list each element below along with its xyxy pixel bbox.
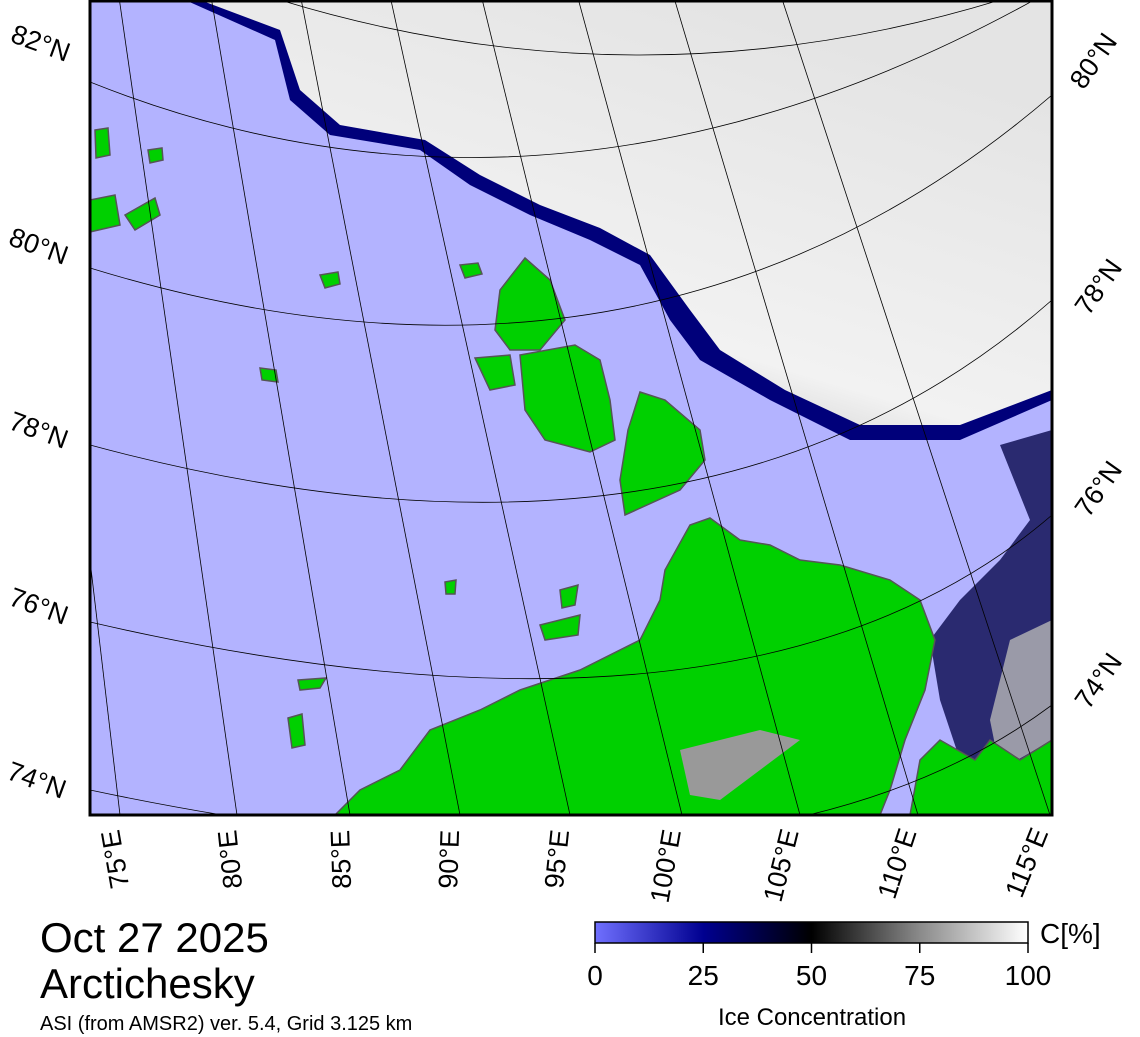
colorbar: [594, 921, 1029, 944]
isl-d: [444, 579, 457, 595]
colorbar-label: Ice Concentration: [718, 1004, 906, 1031]
lat-label: 78°N: [5, 406, 72, 455]
isl-a: [259, 367, 279, 383]
isl-e: [539, 614, 581, 641]
lon-label: 85°E: [325, 830, 357, 890]
colorbar-tick-label: 0: [587, 960, 603, 991]
lat-label: 80°N: [5, 222, 72, 271]
lon-line: [390, 0, 571, 815]
colorbar-unit: C[%]: [1040, 918, 1101, 949]
franz-josef-3: [94, 127, 111, 159]
east-coast: [909, 738, 1052, 815]
lat-label: 82°N: [7, 19, 74, 68]
lon-label: 115°E: [999, 824, 1054, 902]
isl-c: [559, 583, 579, 609]
lat-line: [90, 704, 1052, 815]
bolshevik: [619, 391, 706, 517]
lat-label: 76°N: [5, 582, 72, 631]
lake: [680, 730, 800, 800]
pioneer: [473, 354, 516, 391]
lon-label: 100°E: [645, 827, 687, 905]
lon-label: 95°E: [539, 828, 575, 890]
source: ASI (from AMSR2) ver. 5.4, Grid 3.125 km: [40, 1013, 412, 1035]
east-ice-light: [990, 620, 1052, 770]
map-frame: [88, 0, 1054, 817]
lat-line: [90, 299, 1052, 503]
lon-label: 80°E: [212, 829, 248, 891]
lon-label: 105°E: [758, 826, 805, 905]
franz-josef-2: [123, 196, 161, 232]
lon-line: [674, 0, 919, 815]
lon-label: 75°E: [95, 828, 135, 891]
ushakov: [458, 262, 483, 279]
colorbar-tick-label: 100: [1005, 960, 1052, 991]
colorbar-ticks: 0 25 50 75 100: [587, 943, 1051, 991]
lat-label: 78°N: [1069, 254, 1128, 321]
vize: [318, 271, 341, 289]
lon-line: [578, 0, 801, 815]
isl-b: [287, 713, 306, 749]
october-revolution: [519, 344, 616, 453]
lat-label: 76°N: [1069, 456, 1128, 523]
isl-f: [297, 677, 328, 691]
lat-label: 74°N: [1069, 648, 1128, 715]
region: Arctichesky: [40, 960, 255, 1007]
lon-line: [300, 0, 461, 815]
lat-line: [90, 0, 1035, 158]
lon-line: [781, 0, 1051, 815]
date: Oct 27 2025: [40, 914, 269, 961]
colorbar-tick-label: 50: [796, 960, 827, 991]
lat-label: 74°N: [3, 756, 70, 805]
lat-line: [90, 514, 1052, 680]
lat-label: 80°N: [1064, 28, 1123, 95]
lon-line: [211, 0, 351, 815]
map-area: [90, 0, 1052, 815]
lat-line: [279, 0, 1001, 56]
colorbar-tick-label: 75: [904, 960, 935, 991]
lon-line: [481, 0, 683, 815]
franz-josef-1: [90, 194, 121, 233]
lat-line: [90, 94, 1052, 326]
lon-line: [119, 0, 238, 815]
colorbar-tick-label: 25: [688, 960, 719, 991]
graticule: [90, 0, 1052, 815]
pack-ice: [200, 0, 1052, 425]
lon-label: 90°E: [433, 829, 465, 889]
franz-josef-4: [147, 147, 164, 164]
lon-label: 110°E: [872, 825, 923, 903]
